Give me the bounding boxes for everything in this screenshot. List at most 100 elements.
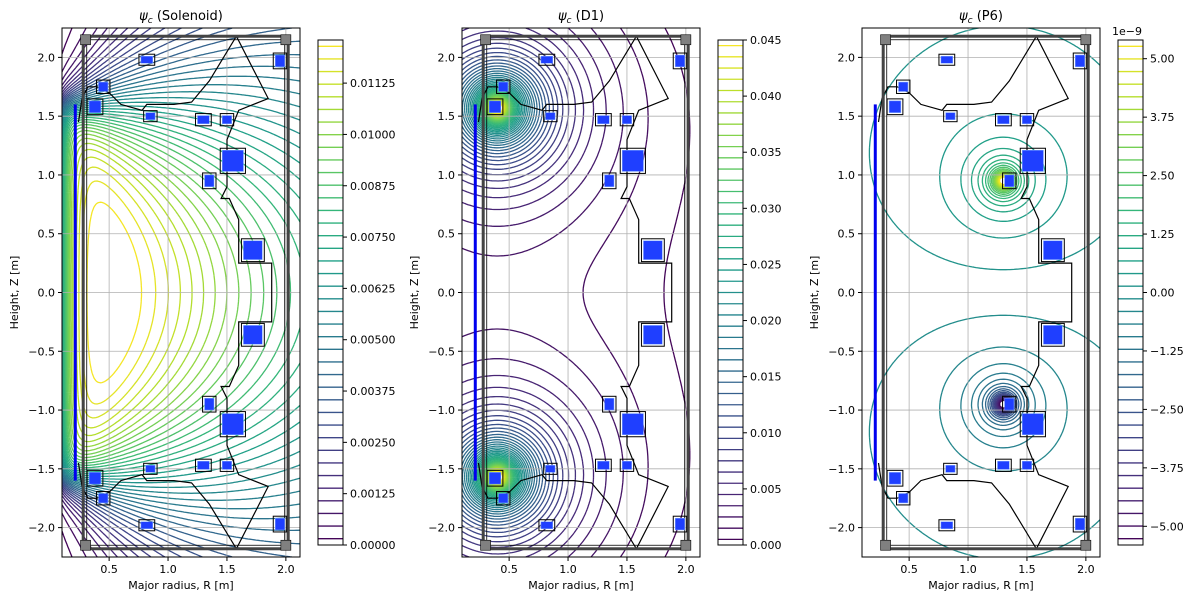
contour-level-1 — [62, 28, 73, 557]
y-tick-label: 1.0 — [38, 169, 56, 182]
passive-structure — [1080, 539, 1092, 551]
coil-case — [640, 322, 665, 347]
contour-level-13 — [987, 388, 1020, 421]
colorbar-tick-label: −1.25 — [1150, 345, 1184, 358]
colorbar: 0.00000 0.00125 0.00250 0.00375 0.00500 0.006… — [317, 39, 396, 552]
coil-case — [272, 52, 288, 70]
passive-structure — [280, 34, 292, 46]
solenoid — [873, 104, 877, 481]
colorbar-tick-label: 0.000 — [750, 539, 782, 552]
contour-level-26 — [63, 114, 300, 471]
y-tick-label: −0.5 — [28, 345, 55, 358]
coil-case — [938, 519, 956, 532]
contour-level-24 — [970, 147, 1036, 213]
pf-coil — [675, 517, 685, 531]
pf-coil — [1021, 150, 1044, 172]
coil-case — [1072, 52, 1088, 70]
x-tick-label: 0.5 — [900, 563, 918, 576]
colorbar-tick-label: −2.50 — [1150, 403, 1184, 416]
contour-level-24 — [472, 83, 523, 502]
coil-case — [602, 172, 617, 190]
y-tick-label: −1.0 — [428, 404, 455, 417]
coil-case — [219, 113, 235, 127]
vacuum-vessel-inner — [886, 39, 1086, 546]
passive-structure — [680, 34, 692, 46]
pf-coil — [621, 150, 644, 172]
coil-case — [219, 411, 246, 438]
coil-case — [219, 147, 246, 174]
pf-coil — [221, 150, 244, 172]
coil-case — [886, 469, 904, 487]
coil-case — [1072, 515, 1088, 533]
y-tick-label: −2.0 — [28, 522, 55, 535]
pf-coil — [675, 54, 685, 68]
contour-level-28 — [64, 118, 292, 467]
pf-coil — [898, 81, 909, 92]
colorbar-tick-label: 0.00125 — [350, 488, 396, 501]
passive-structure — [280, 539, 292, 551]
pf-coil — [888, 472, 902, 485]
x-tick-label: 1.0 — [959, 563, 977, 576]
colorbar-tick-label: 0.00375 — [350, 385, 396, 398]
vacuum-vessel-inner — [486, 39, 686, 546]
coil-case — [1019, 458, 1035, 472]
y-tick-label: 0.5 — [38, 228, 56, 241]
pf-coil — [940, 55, 953, 64]
pf-coil — [597, 115, 610, 125]
x-tick-label: 1.5 — [218, 563, 236, 576]
chart-title-psi: ψ — [558, 9, 567, 24]
chart-title-psi: ψ — [139, 9, 148, 24]
pf-coil — [88, 472, 102, 485]
coil-case — [943, 462, 958, 475]
contour-level-14 — [984, 385, 1022, 423]
colorbar-tick-label: 0.00875 — [350, 180, 396, 193]
y-tick-label: 1.0 — [838, 169, 856, 182]
colorbar-offset-label: 1e−9 — [1112, 25, 1142, 38]
colorbar-tick-label: 3.75 — [1150, 111, 1175, 124]
x-tick-label: 2.0 — [1077, 563, 1095, 576]
contour-level-2 — [582, 28, 649, 557]
contour-level-22 — [939, 113, 1068, 239]
x-tick-label: 1.5 — [1018, 563, 1036, 576]
y-axis-label: Height, Z [m] — [408, 256, 421, 330]
pf-coil — [140, 521, 153, 530]
colorbar-tick-label: 0.045 — [750, 34, 782, 47]
pf-coil — [540, 521, 553, 530]
pf-coil — [997, 460, 1010, 470]
y-tick-label: −2.0 — [828, 522, 855, 535]
colorbar-tick-label: 0.025 — [750, 258, 782, 271]
chart-panel-1: 0.5 1.0 1.5 2.0 −2.0 −1.5 −1.0 −0.5 0.0 0.5 1.0 1.5… — [8, 9, 396, 592]
coil-case — [943, 110, 958, 123]
chart-title-subscript: c — [968, 16, 973, 26]
colorbar-tick-label: 0.00750 — [350, 231, 396, 244]
coil-case — [496, 79, 511, 94]
pf-coil — [888, 100, 902, 113]
contour-level-4 — [62, 28, 108, 557]
x-tick-label: 1.0 — [559, 563, 577, 576]
y-tick-label: 0.0 — [38, 287, 56, 300]
coil-case — [240, 322, 265, 347]
pf-coil — [221, 413, 244, 435]
pf-coil — [1021, 460, 1032, 470]
y-tick-label: 0.5 — [438, 228, 456, 241]
passive-structure — [480, 34, 491, 46]
pf-coil — [1021, 413, 1044, 435]
coil-case — [672, 515, 688, 533]
pf-coil — [488, 100, 502, 113]
y-tick-label: −1.5 — [428, 463, 455, 476]
contour-level-29 — [65, 121, 278, 464]
coil-case — [1040, 322, 1065, 347]
colorbar-tick-label: 0.015 — [750, 371, 782, 384]
coil-case — [202, 172, 217, 190]
coil-case — [619, 458, 635, 472]
x-tick-label: 1.0 — [159, 563, 177, 576]
pf-coil — [1075, 517, 1085, 531]
contour-level-23 — [960, 136, 1047, 222]
pf-coil — [145, 465, 156, 473]
coil-case — [1019, 411, 1046, 438]
pf-coil — [621, 115, 632, 125]
contour-level-4 — [462, 28, 607, 557]
colorbar-tick-label: 0.00250 — [350, 436, 396, 449]
colorbar-tick-label: 1.25 — [1150, 228, 1175, 241]
coil-case — [1040, 238, 1065, 263]
